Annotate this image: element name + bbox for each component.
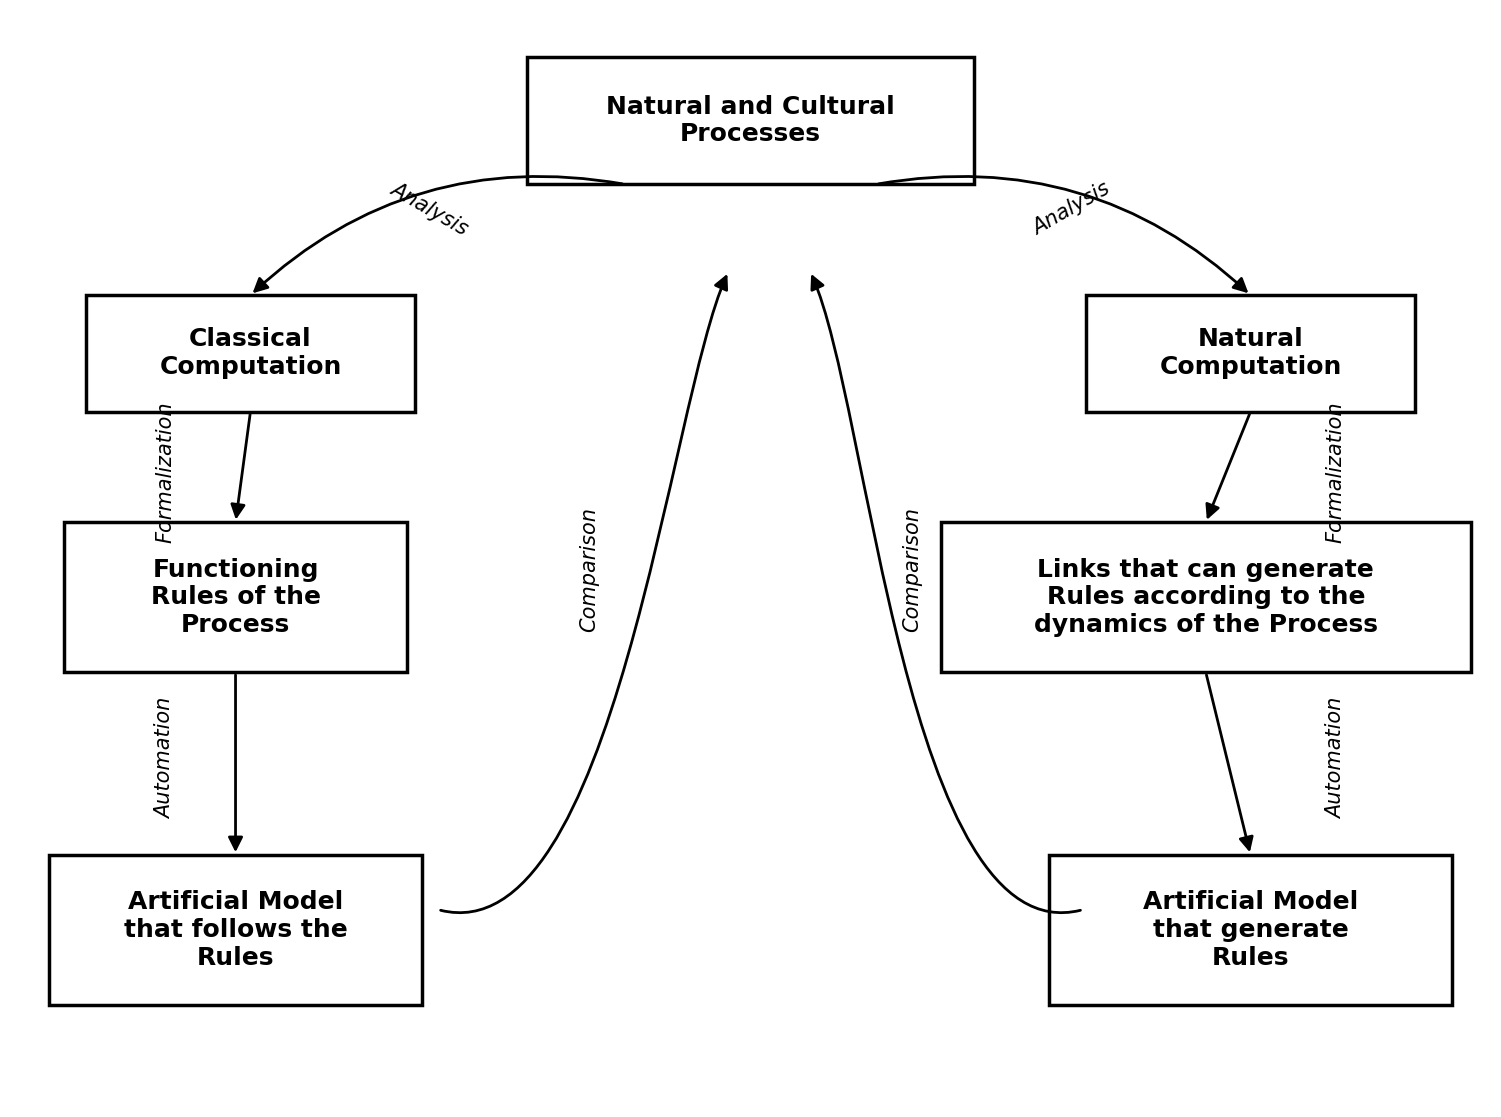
Text: Functioning
Rules of the
Process: Functioning Rules of the Process [150,557,321,637]
Text: Artificial Model
that generate
Rules: Artificial Model that generate Rules [1142,890,1358,970]
Text: Natural
Computation: Natural Computation [1159,327,1342,380]
Text: Comparison: Comparison [902,507,922,632]
FancyBboxPatch shape [65,523,407,672]
Text: Comparison: Comparison [579,507,599,632]
Text: Formalization: Formalization [1325,401,1345,543]
FancyBboxPatch shape [86,295,414,411]
Text: Analysis: Analysis [387,179,471,239]
FancyArrowPatch shape [441,277,726,913]
FancyBboxPatch shape [527,57,974,184]
Text: Links that can generate
Rules according to the
dynamics of the Process: Links that can generate Rules according … [1034,557,1378,637]
FancyBboxPatch shape [1049,856,1451,1004]
FancyBboxPatch shape [941,523,1471,672]
Text: Artificial Model
that follows the
Rules: Artificial Model that follows the Rules [123,890,347,970]
FancyArrowPatch shape [812,277,1081,913]
Text: Analysis: Analysis [1030,179,1114,239]
FancyBboxPatch shape [1087,295,1415,411]
FancyBboxPatch shape [50,856,422,1004]
Text: Formalization: Formalization [156,401,176,543]
Text: Automation: Automation [1325,697,1345,819]
Text: Natural and Cultural
Processes: Natural and Cultural Processes [606,95,895,146]
Text: Automation: Automation [156,697,176,819]
Text: Classical
Computation: Classical Computation [159,327,342,380]
